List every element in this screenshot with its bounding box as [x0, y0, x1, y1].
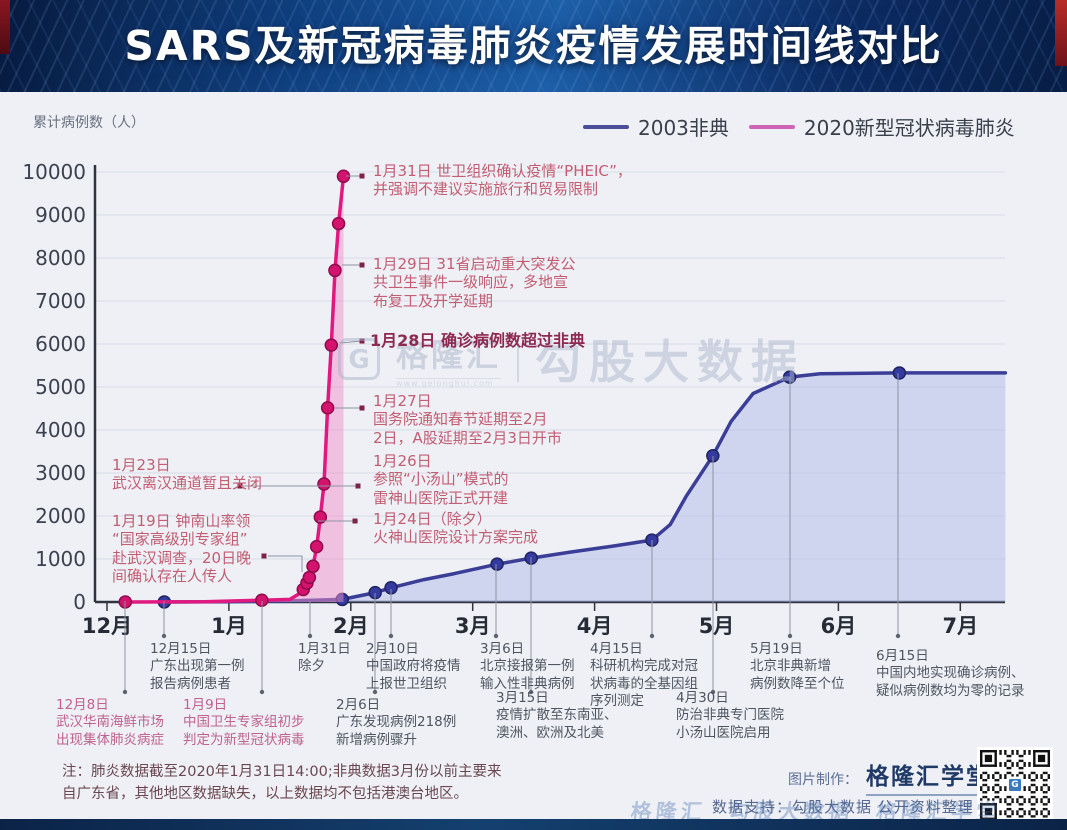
svg-text:4月: 4月 — [577, 614, 613, 638]
event-label-mar15-global-spread: 3月15日 疫情扩散至东南亚、 澳洲、欧洲及北美 — [496, 690, 618, 741]
credit-production-label: 图片制作： — [788, 772, 858, 788]
legend-swatch-sars — [583, 124, 629, 129]
event-label-jan9-novel-coronavirus: 1月9日 中国卫生专家组初步 判定为新型冠状病毒 — [183, 697, 305, 748]
svg-text:12月: 12月 — [82, 614, 132, 638]
event-note-jan23-wuhan-lockdown: 1月23日 武汉离汉通道暂且关闭 — [112, 456, 263, 493]
event-note-jan28-exceed-sars: 1月28日 确诊病例数超过非典 — [370, 331, 585, 350]
banner-red-accent-left — [0, 0, 10, 54]
svg-text:5000: 5000 — [35, 375, 86, 399]
credit-production-value: 格隆汇学堂 — [866, 757, 991, 796]
svg-text:4000: 4000 — [35, 418, 86, 442]
legend-item-ncov: 2020新型冠状病毒肺炎 — [748, 112, 1015, 141]
chart-legend: 2003非典 2020新型冠状病毒肺炎 — [583, 112, 1015, 141]
qr-code-pattern — [980, 750, 1050, 820]
svg-text:5月: 5月 — [699, 614, 735, 638]
event-label-dec8-huanan-market: 12月8日 武汉华南海鲜市场 出现集体肺炎病症 — [56, 697, 164, 748]
event-label-may19-single-digit: 5月19日 北京非典新增 病例数降至个位 — [750, 641, 845, 692]
title-banner: SARS及新冠病毒肺炎疫情发展时间线对比 — [0, 0, 1067, 92]
annotation-connectors — [122, 173, 901, 695]
svg-text:1000: 1000 — [35, 547, 86, 571]
svg-text:2000: 2000 — [35, 504, 86, 528]
event-label-apr15-genome: 4月15日 科研机构完成对冠 状病毒的全基因组 序列测定 — [590, 641, 698, 709]
event-label-feb6-guangdong-218: 2月6日 广东发现病例218例 新增病例骤升 — [336, 697, 457, 748]
credit-data-value: 勾股大数据 公开资料整理 — [792, 798, 974, 816]
legend-label-ncov: 2020新型冠状病毒肺炎 — [803, 116, 1015, 140]
svg-text:2月: 2月 — [333, 614, 369, 638]
event-label-jun15-zero-cases: 6月15日 中国内地实现确诊病例、 疑似病例数均为零的记录 — [876, 648, 1025, 699]
svg-text:10000: 10000 — [22, 160, 86, 184]
legend-item-sars: 2003非典 — [583, 112, 729, 141]
event-label-mar6-beijing-case: 3月6日 北京接报第一例 输入性非典病例 — [480, 641, 575, 692]
event-note-jan24-huoshenshan: 1月24日（除夕） 火神山医院设计方案完成 — [373, 510, 539, 547]
banner-red-accent-right — [1055, 0, 1067, 66]
bottom-edge-bar — [0, 819, 1067, 830]
y-axis-title: 累计病例数（人） — [33, 115, 145, 131]
legend-swatch-ncov — [748, 124, 795, 129]
event-label-dec15-sars-first-case: 12月15日 广东出现第一例 报告病例患者 — [150, 641, 245, 692]
footnote: 注：肺炎数据截至2020年1月31日14:00;非典数据3月份以前主要来 自广东… — [62, 764, 502, 803]
event-note-jan26-leishenshan: 1月26日 参照“小汤山”模式的 雷神山医院正式开建 — [373, 452, 509, 507]
svg-text:3月: 3月 — [455, 614, 491, 638]
credit-data-label: 数据支持： — [712, 798, 793, 816]
event-note-jan27-holiday-extension: 1月27日 国务院通知春节延期至2月 2日，A股延期至2月3日开市 — [373, 392, 562, 447]
svg-text:6月: 6月 — [821, 614, 857, 638]
legend-label-sars: 2003非典 — [638, 116, 729, 140]
svg-text:7月: 7月 — [942, 614, 978, 638]
event-label-feb10-who-report: 2月10日 中国政府将疫情 上报世卫组织 — [366, 641, 461, 692]
page-title: SARS及新冠病毒肺炎疫情发展时间线对比 — [124, 22, 943, 70]
svg-text:1月: 1月 — [211, 614, 247, 638]
qr-code: G — [977, 747, 1053, 823]
svg-text:3000: 3000 — [35, 461, 86, 485]
credit-data-support: 数据支持：勾股大数据 公开资料整理 — [712, 796, 974, 817]
svg-text:0: 0 — [73, 590, 86, 614]
event-label-jan31-nye-2003: 1月31日 除夕 — [298, 641, 351, 675]
event-note-jan31-pheic: 1月31日 世卫组织确认疫情“PHEIC”， 并强调不建议实施旅行和贸易限制 — [373, 162, 632, 199]
event-note-jan19-zhongnanshan: 1月19日 钟南山率领 “国家高级别专家组” 赴武汉调查，20日晚 间确认存在人… — [112, 512, 252, 585]
svg-text:6000: 6000 — [35, 332, 86, 356]
event-note-jan29-response: 1月29日 31省启动重大突发公 共卫生事件一级响应，多地宣 布复工及开学延期 — [373, 255, 576, 310]
svg-text:7000: 7000 — [35, 289, 86, 313]
svg-text:8000: 8000 — [35, 246, 86, 270]
event-label-apr30-xiaotangshan: 4月30日 防治非典专门医院 小汤山医院启用 — [676, 690, 784, 741]
credit-production: 图片制作： 格隆汇学堂 — [788, 757, 991, 796]
svg-text:9000: 9000 — [35, 203, 86, 227]
qr-center-logo-icon: G — [1007, 777, 1023, 793]
